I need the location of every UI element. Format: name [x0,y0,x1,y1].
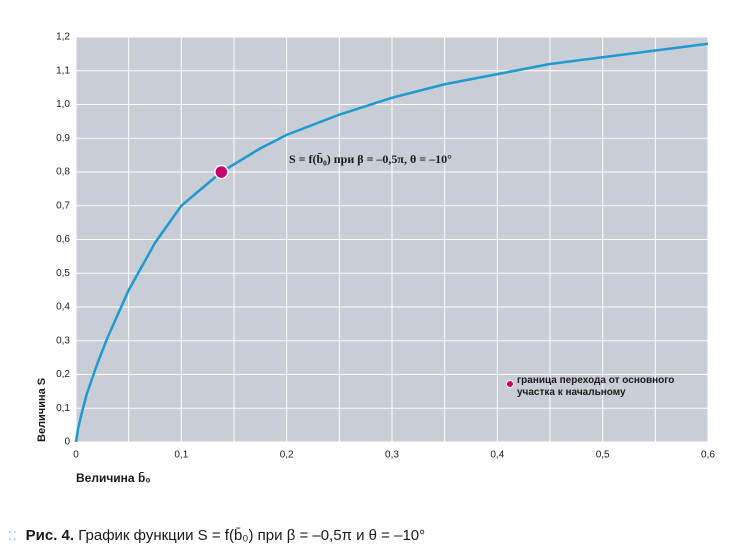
caption-label: Рис. 4. [25,527,75,544]
x-tick-label: 0,6 [701,450,715,461]
legend-marker [506,380,514,388]
caption: ⁚⁚ Рис. 4. График функции S = f(b̄₀) при … [8,527,425,544]
x-axis-label: Величина b̄₀ [76,471,151,485]
y-tick-label: 0,6 [56,234,70,245]
x-tick-label: 0,2 [280,450,294,461]
x-tick-label: 0,5 [596,450,610,461]
y-tick-label: 0,2 [56,369,70,380]
y-tick-label: 0,9 [56,133,70,144]
y-tick-label: 1,1 [56,65,70,76]
y-tick-label: 1,2 [56,32,70,43]
x-tick-label: 0,1 [174,450,188,461]
y-tick-label: 0,4 [56,302,70,313]
y-tick-label: 0,1 [56,403,70,414]
x-tick-label: 0 [73,450,79,461]
annotation: S = f(b̄₀) при β = –0,5π, θ = –10° [289,152,452,166]
x-tick-label: 0,4 [490,450,504,461]
legend-label: граница перехода от основного участка к … [517,375,675,398]
x-tick-label: 0,3 [385,450,399,461]
y-tick-label: 1,0 [56,99,70,110]
y-axis-label: Величина S [36,378,48,442]
y-tick-label: 0,3 [56,335,70,346]
y-tick-label: 0,7 [56,200,70,211]
boundary-point [214,164,229,180]
caption-text: График функции S = f(b̄₀) при β = –0,5π … [78,527,426,544]
curve [74,42,709,443]
caption-bullet: ⁚⁚ [8,529,18,543]
y-tick-label: 0,8 [56,167,70,178]
y-tick-label: 0,5 [56,268,70,279]
y-tick-label: 0 [64,437,70,448]
chart: Величина S Величина b̄₀ S = f(b̄₀) при β… [36,32,715,486]
